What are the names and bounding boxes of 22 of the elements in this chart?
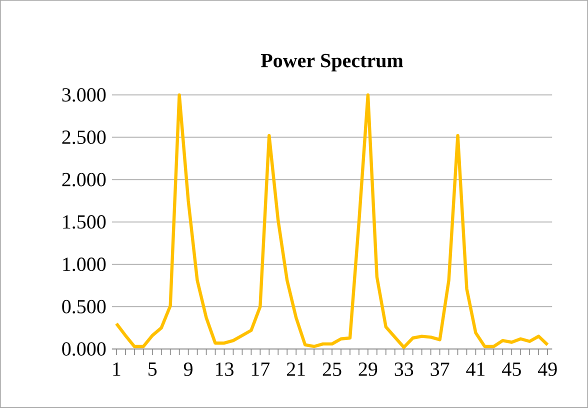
- x-tick-label: 37: [430, 362, 450, 376]
- x-tick-label: 41: [466, 362, 485, 376]
- x-tick-label: 25: [322, 362, 342, 376]
- x-tick-label: 29: [358, 362, 378, 376]
- x-tick-label: 49: [538, 362, 557, 376]
- y-tick-label: 2.500: [62, 130, 106, 144]
- y-tick-label: 1.000: [63, 258, 106, 272]
- x-tick-label: 33: [394, 362, 414, 376]
- x-tick-label: 5: [148, 362, 157, 376]
- x-tick-label: 9: [184, 362, 192, 376]
- y-tick-label: 1.500: [63, 215, 106, 229]
- y-tick-label: 3.000: [62, 88, 106, 102]
- y-tick-label: 2.000: [62, 172, 106, 186]
- x-tick-label: 45: [502, 362, 521, 376]
- x-tick-label: 17: [252, 362, 270, 376]
- x-tick-label: 13: [216, 362, 234, 376]
- chart-title: Power Spectrum: [260, 54, 404, 72]
- y-tick-label: 0.000: [62, 342, 106, 356]
- x-tick-label: 1: [113, 362, 120, 376]
- x-tick-label: 21: [286, 362, 305, 376]
- y-tick-label: 0.500: [62, 300, 106, 314]
- line-series: [114, 93, 550, 349]
